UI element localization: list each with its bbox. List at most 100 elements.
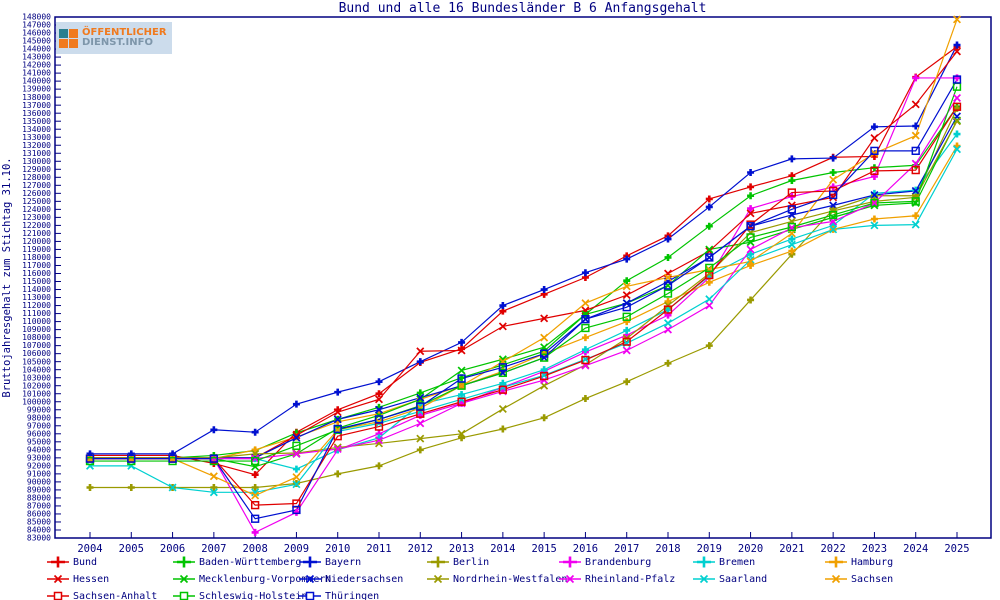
y-axis-title: Bruttojahresgehalt zum Stichtag 31.10. bbox=[1, 157, 13, 397]
point-marker bbox=[828, 190, 838, 200]
series-line-saarland bbox=[90, 148, 958, 493]
x-tick-label: 2014 bbox=[490, 543, 515, 555]
point-marker bbox=[85, 454, 95, 463]
point-marker bbox=[251, 454, 260, 463]
y-tick-label: 112000 bbox=[22, 301, 51, 310]
logo-squares-icon bbox=[59, 28, 78, 48]
site-logo[interactable]: ÖFFENTLICHER DIENST.INFO bbox=[56, 22, 172, 54]
point-marker bbox=[581, 395, 589, 403]
y-tick-label: 130000 bbox=[22, 157, 51, 166]
point-marker bbox=[292, 473, 301, 482]
point-marker bbox=[829, 175, 838, 184]
point-marker bbox=[333, 443, 342, 452]
series-line-th-ringen bbox=[90, 79, 958, 520]
point-marker bbox=[292, 431, 301, 440]
y-tick-label: 138000 bbox=[22, 93, 51, 102]
point-marker bbox=[209, 488, 218, 497]
point-marker bbox=[540, 286, 548, 294]
point-marker bbox=[457, 381, 466, 390]
point-marker bbox=[581, 346, 589, 354]
series-line-sachsen bbox=[90, 19, 958, 497]
series-line-schleswig-holstein bbox=[90, 86, 958, 462]
point-marker bbox=[416, 347, 425, 356]
y-tick-label: 83000 bbox=[27, 534, 51, 543]
point-marker bbox=[622, 337, 631, 346]
point-marker bbox=[581, 334, 589, 342]
point-marker bbox=[747, 250, 755, 258]
point-marker bbox=[374, 415, 384, 424]
point-marker bbox=[251, 488, 260, 497]
point-marker bbox=[292, 433, 301, 442]
point-marker bbox=[416, 389, 424, 397]
point-marker bbox=[787, 205, 797, 214]
y-tick-label: 137000 bbox=[22, 101, 51, 110]
point-marker bbox=[457, 397, 466, 406]
point-marker bbox=[581, 323, 590, 333]
point-marker bbox=[210, 426, 218, 434]
x-tick-label: 2010 bbox=[325, 543, 350, 555]
point-marker bbox=[458, 391, 466, 399]
point-marker bbox=[747, 192, 755, 200]
point-marker bbox=[705, 301, 714, 310]
point-marker bbox=[498, 355, 507, 364]
y-tick-label: 139000 bbox=[22, 85, 51, 94]
point-marker bbox=[209, 472, 218, 481]
y-tick-label: 122000 bbox=[22, 221, 51, 230]
y-tick-label: 92000 bbox=[27, 461, 51, 470]
point-marker bbox=[746, 222, 755, 231]
point-marker bbox=[458, 338, 466, 346]
point-marker bbox=[333, 408, 342, 417]
point-marker bbox=[250, 456, 260, 466]
x-tick-label: 2018 bbox=[655, 543, 680, 555]
y-tick-label: 90000 bbox=[27, 477, 51, 486]
y-tick-label: 116000 bbox=[22, 269, 51, 278]
y-tick-label: 131000 bbox=[22, 149, 51, 158]
point-marker bbox=[911, 186, 920, 195]
point-marker bbox=[251, 491, 260, 500]
y-tick-label: 114000 bbox=[22, 285, 51, 294]
point-marker bbox=[209, 454, 219, 463]
point-marker bbox=[663, 273, 673, 282]
point-marker bbox=[127, 484, 135, 492]
point-marker bbox=[292, 480, 301, 489]
point-marker bbox=[581, 315, 590, 324]
y-tick-label: 111000 bbox=[22, 309, 51, 318]
y-tick-label: 132000 bbox=[22, 141, 51, 150]
point-marker bbox=[85, 461, 95, 470]
x-tick-label: 2019 bbox=[697, 543, 722, 555]
y-tick-label: 121000 bbox=[22, 229, 51, 238]
y-tick-label: 102000 bbox=[22, 381, 51, 390]
point-marker bbox=[498, 383, 507, 392]
point-marker bbox=[416, 402, 425, 411]
point-marker bbox=[622, 346, 631, 355]
y-tick-label: 84000 bbox=[27, 526, 51, 535]
y-tick-label: 124000 bbox=[22, 205, 51, 214]
x-tick-label: 2024 bbox=[903, 543, 928, 555]
point-marker bbox=[829, 225, 838, 234]
y-tick-label: 128000 bbox=[22, 173, 51, 182]
y-tick-label: 99000 bbox=[27, 405, 51, 414]
point-marker bbox=[457, 366, 466, 375]
point-marker bbox=[540, 333, 549, 342]
point-marker bbox=[953, 41, 961, 49]
y-tick-label: 103000 bbox=[22, 373, 51, 382]
point-marker bbox=[86, 484, 94, 492]
y-tick-label: 101000 bbox=[22, 389, 51, 398]
point-marker bbox=[457, 374, 466, 383]
point-marker bbox=[747, 168, 755, 176]
point-marker bbox=[168, 483, 177, 492]
point-marker bbox=[623, 318, 631, 326]
point-marker bbox=[334, 388, 342, 396]
point-marker bbox=[746, 257, 755, 266]
logo-line2: DIENST.INFO bbox=[82, 37, 153, 48]
series-line-hamburg bbox=[90, 145, 958, 460]
point-marker bbox=[374, 395, 384, 404]
point-marker bbox=[705, 253, 714, 262]
y-tick-label: 141000 bbox=[22, 69, 51, 78]
y-tick-label: 133000 bbox=[22, 133, 51, 142]
point-marker bbox=[663, 289, 673, 298]
point-marker bbox=[540, 314, 549, 323]
y-tick-label: 126000 bbox=[22, 189, 51, 198]
point-marker bbox=[581, 355, 590, 365]
